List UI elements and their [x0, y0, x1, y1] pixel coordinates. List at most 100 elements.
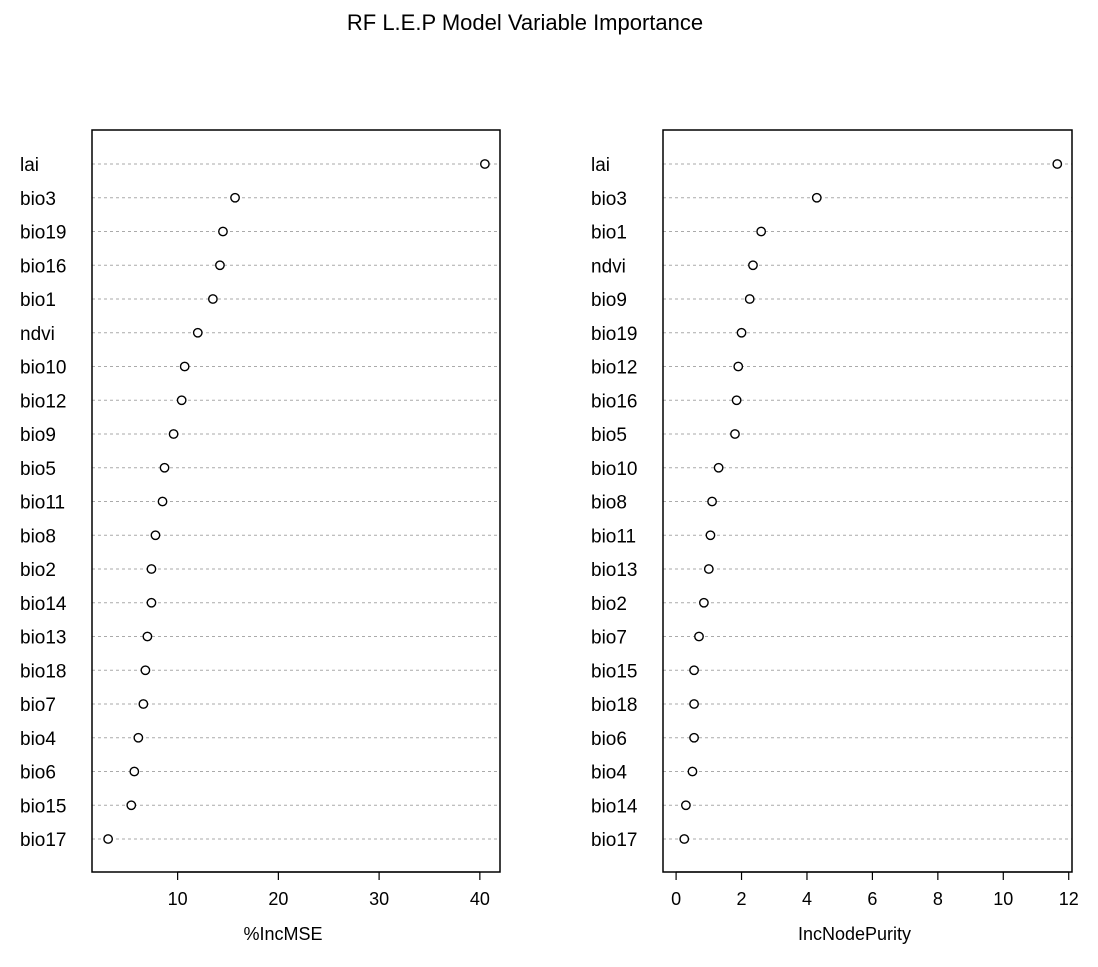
- variable-label: bio11: [20, 493, 65, 514]
- variable-label: bio10: [20, 358, 67, 379]
- importance-point: [159, 462, 170, 473]
- importance-point: [733, 361, 744, 372]
- variable-label: bio7: [20, 695, 56, 716]
- variable-label: bio12: [20, 391, 67, 412]
- x-tick-label: 20: [268, 889, 288, 909]
- importance-point: [207, 294, 218, 304]
- variable-label: bio9: [20, 425, 56, 446]
- variable-label: bio18: [591, 695, 638, 716]
- variable-label: bio2: [591, 594, 627, 615]
- variable-label: bio12: [591, 358, 638, 379]
- variable-label: bio14: [20, 594, 67, 615]
- x-tick-label: 40: [470, 889, 490, 909]
- x-tick-label: 10: [993, 889, 1013, 909]
- variable-label: bio6: [20, 763, 56, 784]
- importance-point: [756, 226, 767, 237]
- variable-label: bio3: [20, 189, 56, 210]
- variable-label: bio16: [591, 391, 638, 412]
- importance-point: [679, 834, 690, 844]
- importance-point: [168, 429, 179, 439]
- importance-point: [179, 361, 190, 372]
- importance-point: [730, 429, 740, 439]
- variable-label: bio19: [20, 223, 67, 244]
- importance-point: [689, 699, 699, 709]
- importance-point: [703, 564, 714, 574]
- importance-point: [707, 496, 717, 507]
- variable-label: bio7: [591, 628, 627, 649]
- variable-label: lai: [20, 155, 39, 176]
- x-tick-label: 2: [737, 889, 747, 909]
- variable-label: bio5: [591, 425, 627, 446]
- importance-point: [133, 732, 144, 743]
- importance-point: [126, 800, 137, 811]
- importance-point: [705, 530, 716, 541]
- importance-point: [689, 665, 699, 676]
- x-axis-label: %IncMSE: [243, 924, 322, 944]
- importance-point: [681, 800, 691, 811]
- importance-point: [157, 496, 168, 507]
- x-tick-label: 30: [369, 889, 389, 909]
- x-tick-label: 6: [867, 889, 877, 909]
- importance-point: [699, 597, 709, 608]
- importance-point: [479, 159, 490, 169]
- importance-point: [192, 327, 203, 338]
- importance-point: [736, 327, 747, 338]
- importance-point: [129, 766, 140, 777]
- variable-label: bio15: [591, 661, 638, 682]
- importance-point: [176, 395, 187, 406]
- importance-point: [713, 462, 724, 473]
- importance-point: [694, 631, 704, 642]
- importance-point: [230, 192, 240, 203]
- variable-label: bio4: [591, 763, 627, 784]
- importance-point: [689, 732, 699, 743]
- variable-label: bio17: [20, 830, 67, 851]
- variable-label: ndvi: [591, 256, 626, 277]
- importance-point: [811, 192, 822, 203]
- variable-label: bio2: [20, 560, 56, 581]
- variable-label: bio9: [591, 290, 627, 311]
- x-tick-label: 8: [933, 889, 943, 909]
- importance-point: [731, 395, 742, 406]
- importance-point: [142, 631, 153, 642]
- variable-label: bio11: [591, 526, 636, 547]
- panel-1: lai bio3 bio19 bio16 bio1 ndvi bio10 bio12 bio9 b…: [20, 129, 501, 944]
- importance-point: [103, 834, 114, 844]
- panel-2: lai bio3 bio1 ndvi bio9 bio19 bio12 bio16 bio5 bi…: [591, 129, 1079, 944]
- variable-label: bio13: [20, 628, 67, 649]
- x-tick-label: 0: [671, 889, 681, 909]
- variable-label: bio16: [20, 256, 67, 277]
- x-tick-label: 12: [1059, 889, 1079, 909]
- variable-label: lai: [591, 155, 610, 176]
- variable-label: bio10: [591, 459, 638, 480]
- chart-title: RF L.E.P Model Variable Importance: [347, 10, 703, 35]
- variable-label: bio19: [591, 324, 638, 345]
- variable-label: bio17: [591, 830, 638, 851]
- variable-label: bio14: [591, 796, 638, 817]
- importance-point: [1052, 159, 1063, 169]
- variable-label: bio13: [591, 560, 638, 581]
- variable-label: bio1: [20, 290, 56, 311]
- variable-label: bio8: [591, 493, 627, 514]
- variable-label: bio15: [20, 796, 67, 817]
- variable-label: bio3: [591, 189, 627, 210]
- x-tick-label: 4: [802, 889, 812, 909]
- importance-point: [140, 665, 151, 676]
- variable-label: bio5: [20, 459, 56, 480]
- importance-point: [138, 699, 149, 709]
- variable-label: ndvi: [20, 324, 55, 345]
- x-axis-label: IncNodePurity: [798, 924, 911, 944]
- importance-point: [744, 294, 755, 304]
- importance-point: [218, 226, 228, 237]
- variable-label: bio6: [591, 729, 627, 750]
- variable-label: bio1: [591, 223, 627, 244]
- x-tick-label: 10: [168, 889, 188, 909]
- importance-point: [150, 530, 161, 541]
- importance-point: [146, 597, 157, 608]
- variable-label: bio18: [20, 661, 67, 682]
- importance-point: [146, 564, 157, 574]
- variable-label: bio4: [20, 729, 56, 750]
- importance-point: [215, 260, 225, 271]
- importance-point: [748, 260, 758, 271]
- variable-label: bio8: [20, 526, 56, 547]
